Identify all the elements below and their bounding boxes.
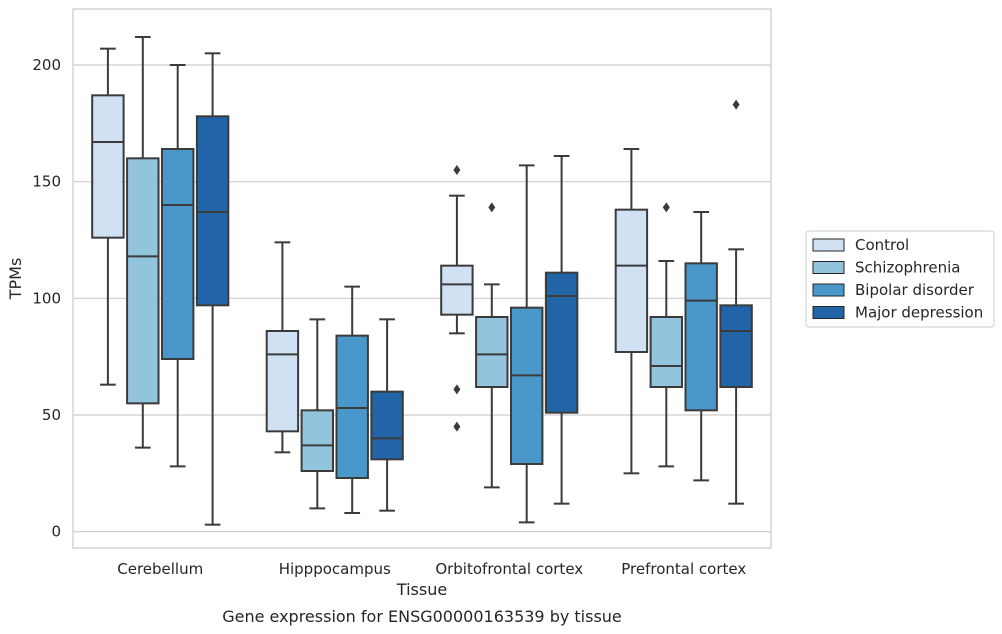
legend-swatch [812, 283, 845, 297]
outlier-point [732, 99, 740, 110]
legend-swatch [812, 261, 845, 274]
box-body [300, 409, 335, 473]
box-control [265, 241, 300, 454]
legend-swatch [812, 238, 845, 252]
x-tick-label: Prefrontal cortex [621, 560, 746, 578]
box-major-depression [370, 318, 404, 512]
y-axis-label: TPMs [6, 258, 25, 301]
box-body [126, 157, 160, 405]
y-tick-labels: 0 50 100 150 200 [32, 56, 61, 541]
outlier-point [662, 202, 670, 213]
box-schizophrenia [126, 36, 160, 449]
legend-label: Control [855, 236, 909, 254]
box-body [649, 316, 684, 388]
box-body [719, 304, 753, 389]
box-major-depression [195, 52, 230, 526]
y-tick-label: 100 [32, 289, 61, 307]
y-tick-label: 200 [32, 56, 61, 74]
box-body [684, 262, 718, 412]
box-bipolar-disorder [335, 285, 369, 514]
legend: Control Schizophrenia Bipolar disorder Majo… [805, 230, 995, 328]
x-tick-label: Cerebellum [117, 560, 203, 578]
box-body [509, 306, 544, 465]
box-body [160, 148, 195, 360]
x-tick-label: Orbitofrontal cortex [435, 560, 583, 578]
box-major-depression [719, 99, 753, 505]
y-tick-label: 50 [42, 406, 61, 424]
boxes [91, 36, 753, 526]
box-body [195, 115, 230, 307]
y-tick-label: 150 [32, 173, 61, 191]
box-body [440, 264, 474, 316]
legend-label: Schizophrenia [855, 259, 960, 277]
box-schizophrenia [475, 202, 509, 489]
plot-frame [72, 8, 772, 549]
outlier-point [453, 165, 461, 175]
box-control [614, 148, 649, 475]
box-body [475, 316, 509, 388]
outlier-point [453, 421, 461, 432]
box-body [614, 208, 649, 353]
box-body [370, 390, 404, 461]
box-body [544, 271, 579, 414]
y-tick-label: 0 [51, 523, 61, 541]
legend-label: Major depression [855, 304, 983, 322]
legend-frame [805, 230, 995, 328]
legend-label: Bipolar disorder [855, 281, 975, 299]
box-bipolar-disorder [684, 211, 718, 482]
x-axis-label: Tissue [396, 580, 447, 599]
box-schizophrenia [649, 202, 684, 468]
chart-caption: Gene expression for ENSG00000163539 by t… [222, 607, 622, 626]
box-bipolar-disorder [509, 164, 544, 524]
outlier-point [488, 202, 496, 213]
x-tick-labels: Cerebellum Hipppocampus Orbitofrontal cort… [117, 560, 746, 578]
box-major-depression [544, 155, 579, 505]
x-tick-label: Hipppocampus [279, 560, 391, 578]
box-bipolar-disorder [160, 64, 195, 468]
box-schizophrenia [300, 318, 335, 510]
box-control [91, 47, 125, 386]
box-body [335, 334, 369, 479]
box-control [440, 165, 474, 432]
outlier-point [453, 384, 461, 395]
box-body [91, 94, 125, 239]
box-body [265, 330, 300, 433]
legend-swatch [812, 306, 845, 319]
